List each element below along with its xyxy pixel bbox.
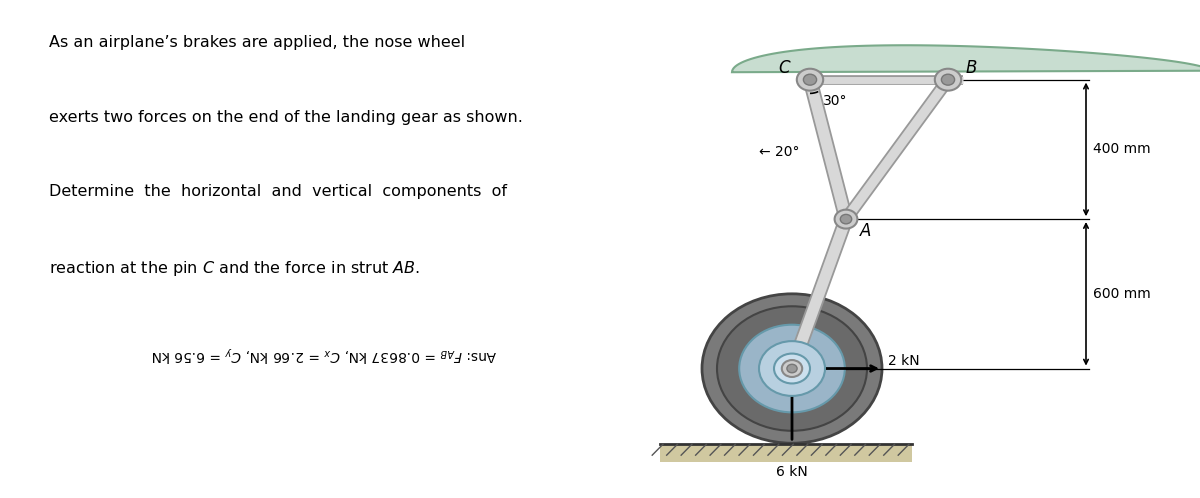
Text: As an airplane’s brakes are applied, the nose wheel: As an airplane’s brakes are applied, the…: [49, 35, 466, 50]
Circle shape: [787, 364, 797, 373]
Circle shape: [760, 341, 826, 396]
Text: 6 kN: 6 kN: [776, 465, 808, 479]
Circle shape: [942, 74, 955, 85]
Circle shape: [840, 214, 852, 224]
Text: 30°: 30°: [823, 94, 847, 108]
Text: $C$: $C$: [779, 59, 792, 77]
Text: $A$: $A$: [859, 222, 872, 240]
Text: reaction at the pin $C$ and the force in strut $AB$.: reaction at the pin $C$ and the force in…: [49, 259, 421, 278]
Polygon shape: [841, 77, 953, 222]
Text: Determine  the  horizontal  and  vertical  components  of: Determine the horizontal and vertical co…: [49, 184, 508, 199]
Circle shape: [739, 325, 845, 412]
Circle shape: [804, 74, 817, 85]
Text: ← 20°: ← 20°: [760, 145, 799, 159]
Polygon shape: [732, 45, 1200, 72]
Circle shape: [718, 306, 866, 431]
Polygon shape: [804, 79, 852, 220]
Polygon shape: [786, 218, 852, 370]
Circle shape: [835, 210, 857, 229]
Text: 600 mm: 600 mm: [1093, 287, 1151, 301]
Bar: [660, 445, 912, 462]
Text: Ans: $F_{AB}$ = 0.8637 kN, $C_x$ = 2.66 kN, $C_y$ = 6.56 kN: Ans: $F_{AB}$ = 0.8637 kN, $C_x$ = 2.66 …: [151, 344, 497, 363]
Circle shape: [782, 360, 803, 377]
Circle shape: [797, 69, 823, 91]
Text: $B$: $B$: [965, 59, 977, 77]
Circle shape: [774, 354, 810, 383]
Text: exerts two forces on the end of the landing gear as shown.: exerts two forces on the end of the land…: [49, 110, 523, 124]
Circle shape: [702, 294, 882, 443]
Text: 400 mm: 400 mm: [1093, 142, 1151, 156]
Text: 2 kN: 2 kN: [888, 354, 919, 368]
Circle shape: [935, 69, 961, 91]
